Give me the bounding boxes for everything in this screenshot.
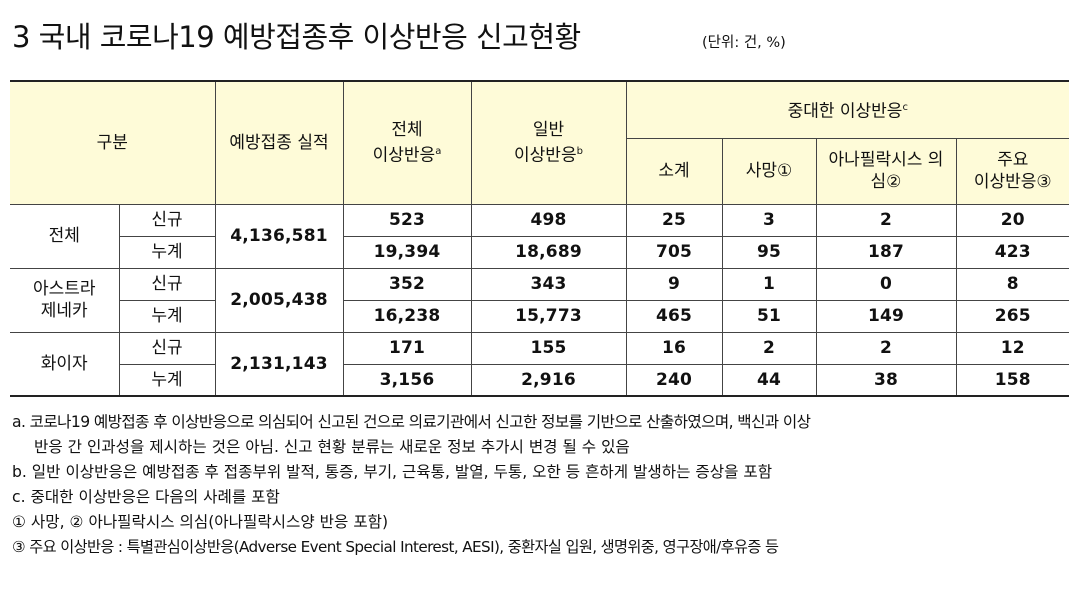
general-value: 18,689: [470, 235, 627, 269]
header-general-line2: 이상반응b: [514, 145, 583, 166]
total-value: 19,394: [342, 235, 472, 269]
death-value: 1: [721, 267, 817, 301]
general-value: 343: [470, 267, 627, 301]
unit-label: (단위: 건, %): [702, 35, 786, 51]
performance-value: 4,136,581: [214, 203, 344, 269]
footnote-c: c. 중대한 이상반응은 다음의 사례를 포함: [12, 488, 280, 506]
subtotal-value: 465: [625, 299, 723, 333]
table-row: 누계 16,238 15,773 465 51 149 265: [10, 299, 1070, 333]
death-value: 2: [721, 331, 817, 365]
row-group-total: 전체: [10, 203, 120, 269]
anaphylaxis-value: 0: [815, 267, 957, 301]
row-label-cum: 누계: [119, 235, 216, 269]
footnote-c-items-1: ① 사망, ② 아나필락시스 의심(아나필락시스양 반응 포함): [12, 513, 389, 531]
total-value: 3,156: [342, 363, 472, 397]
subtotal-value: 16: [625, 331, 723, 365]
anaphylaxis-value: 2: [815, 203, 957, 237]
anaphylaxis-value: 2: [815, 331, 957, 365]
anaphylaxis-value: 149: [815, 299, 957, 333]
general-value: 15,773: [470, 299, 627, 333]
death-value: 3: [721, 203, 817, 237]
header-total: 전체 이상반응a: [342, 80, 472, 205]
footnotes: a. 코로나19 예방접종 후 이상반응으로 의심되어 신고된 건으로 의료기관…: [12, 410, 1072, 560]
row-label-cum: 누계: [119, 363, 216, 397]
general-value: 2,916: [470, 363, 627, 397]
adverse-reaction-table: 구분 예방접종 실적 전체 이상반응a 일반 이상반응b 중대한 이상반응c 소…: [10, 80, 1070, 397]
major-value: 158: [955, 363, 1070, 397]
table-row: 아스트라 제네카 신규 2,005,438 352 343 9 1 0 8: [10, 267, 1070, 333]
header-major: 주요 이상반응③: [955, 137, 1070, 205]
row-label-new: 신규: [118, 267, 216, 301]
general-value: 155: [470, 331, 627, 365]
header-subtotal: 소계: [626, 137, 723, 205]
title-bar: 3 국내 코로나19 예방접종후 이상반응 신고현황 (단위: 건, %): [12, 14, 1072, 58]
footnote-c-marker: c: [902, 101, 908, 113]
performance-value: 2,005,438: [214, 267, 344, 333]
table-row: 전체 신규 4,136,581 523 498 25 3 2 20: [10, 203, 1070, 269]
anaphylaxis-value: 38: [815, 363, 957, 397]
header-performance: 예방접종 실적: [214, 80, 344, 205]
total-value: 523: [342, 203, 472, 237]
death-value: 95: [721, 235, 817, 269]
total-value: 171: [342, 331, 472, 365]
death-value: 51: [721, 299, 817, 333]
major-value: 8: [955, 267, 1070, 301]
performance-value: 2,131,143: [214, 331, 344, 397]
major-value: 12: [955, 331, 1070, 365]
table-row: 누계 19,394 18,689 705 95 187 423: [10, 235, 1070, 269]
header-general: 일반 이상반응b: [470, 80, 627, 205]
anaphylaxis-value: 187: [815, 235, 957, 269]
header-general-line1: 일반: [532, 119, 565, 140]
header-category: 구분: [10, 80, 216, 205]
header-severe: 중대한 이상반응c: [625, 80, 1070, 139]
header-total-line1: 전체: [391, 119, 423, 140]
subtotal-value: 705: [625, 235, 723, 269]
subtotal-value: 240: [625, 363, 723, 397]
major-value: 265: [955, 299, 1070, 333]
footnote-b-marker: b: [576, 145, 583, 157]
footnote-a-line2: 반응 간 인과성을 제시하는 것은 아님. 신고 현황 분류는 새로운 정보 추…: [34, 438, 630, 456]
total-value: 352: [342, 267, 472, 301]
table-row: 화이자 신규 2,131,143 171 155 16 2 2 12: [10, 331, 1070, 397]
table-row: 누계 3,156 2,916 240 44 38 158: [10, 363, 1070, 397]
header-total-line2: 이상반응a: [372, 145, 442, 166]
row-label-new: 신규: [118, 203, 216, 237]
subtotal-value: 9: [625, 267, 723, 301]
total-value: 16,238: [342, 299, 472, 333]
header-anaphylaxis: 아나필락시스 의심②: [815, 137, 957, 205]
footnote-a-line1: a. 코로나19 예방접종 후 이상반응으로 의심되어 신고된 건으로 의료기관…: [12, 413, 811, 431]
general-value: 498: [470, 203, 627, 237]
row-group-pfizer: 화이자: [10, 331, 120, 397]
page-title: 3 국내 코로나19 예방접종후 이상반응 신고현황: [12, 20, 581, 54]
footnote-a-marker: a: [435, 145, 442, 157]
major-value: 423: [955, 235, 1070, 269]
row-label-cum: 누계: [119, 299, 216, 333]
major-value: 20: [955, 203, 1070, 237]
subtotal-value: 25: [625, 203, 723, 237]
death-value: 44: [721, 363, 817, 397]
row-label-new: 신규: [118, 331, 216, 365]
footnote-b: b. 일반 이상반응은 예방접종 후 접종부위 발적, 통증, 부기, 근육통,…: [12, 463, 773, 481]
header-death: 사망①: [721, 137, 817, 205]
row-group-astrazeneca: 아스트라 제네카: [10, 267, 120, 333]
footnote-c-items-2: ③ 주요 이상반응 : 특별관심이상반응(Adverse Event Speci…: [12, 538, 779, 556]
